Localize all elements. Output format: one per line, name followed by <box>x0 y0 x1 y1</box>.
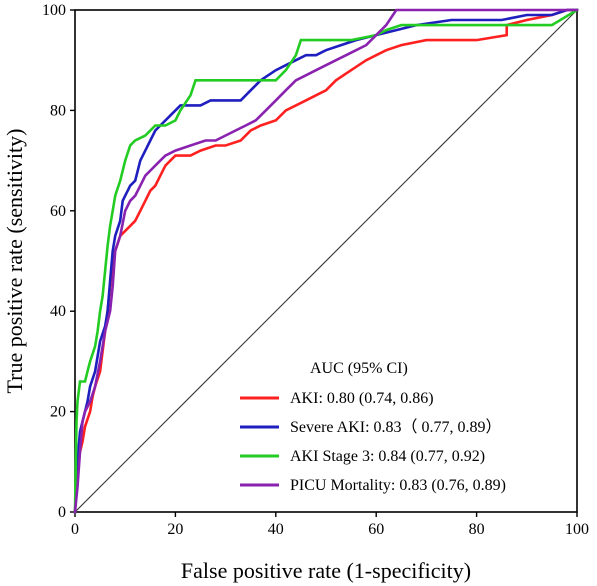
x-tick-label: 20 <box>167 521 183 538</box>
legend-label: AKI: 0.80 (0.74, 0.86) <box>290 390 434 407</box>
y-tick-label: 60 <box>50 203 66 220</box>
plot-frame <box>74 9 578 513</box>
x-axis-label: False positive rate (1-specificity) <box>181 558 471 583</box>
y-tick-label: 40 <box>50 303 66 320</box>
y-tick-label: 100 <box>42 2 66 19</box>
y-tick-label: 20 <box>50 404 66 421</box>
x-tick-label: 60 <box>368 521 384 538</box>
reference-diagonal <box>74 9 578 513</box>
legend-label: Severe AKI: 0.83（ 0.77, 0.89） <box>290 418 502 436</box>
legend-label: PICU Mortality: 0.83 (0.76, 0.89) <box>290 477 506 494</box>
series-layer <box>73 8 579 514</box>
x-tick-label: 100 <box>565 521 589 538</box>
axes: 0 20 40 60 80 100 0 20 40 60 80 100 <box>42 2 589 538</box>
x-tick-label: 0 <box>71 521 79 538</box>
legend-label: AKI Stage 3: 0.84 (0.77, 0.92) <box>290 448 485 465</box>
x-tick-label: 80 <box>469 521 485 538</box>
y-tick-label: 80 <box>50 102 66 119</box>
legend-title: AUC (95% CI) <box>310 360 408 377</box>
y-axis-label: True positive rate (sensitivity) <box>2 129 27 394</box>
x-tick-label: 40 <box>268 521 284 538</box>
legend: AUC (95% CI) AKI: 0.80 (0.74, 0.86) Sever… <box>240 360 506 494</box>
roc-curve-4 <box>73 8 579 514</box>
y-tick-label: 0 <box>58 504 66 521</box>
